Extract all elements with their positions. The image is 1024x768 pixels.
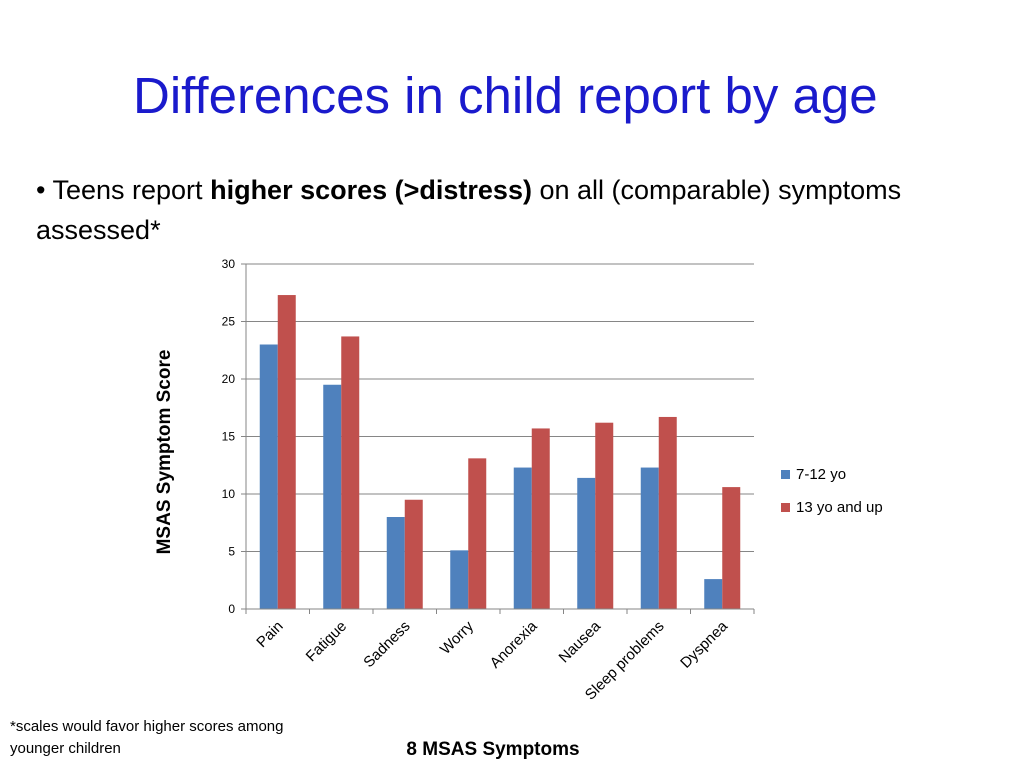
y-tick-label: 5	[228, 545, 235, 559]
y-tick-label: 30	[222, 257, 236, 271]
bar-teens	[404, 499, 423, 609]
y-tick-label: 10	[222, 487, 236, 501]
y-tick-label: 20	[222, 372, 236, 386]
y-tick-label: 15	[222, 430, 236, 444]
y-tick-label: 0	[228, 602, 235, 616]
gridlines	[246, 263, 754, 552]
bar-younger	[704, 579, 723, 609]
bullet-marker: •	[36, 175, 46, 205]
slide-title: Differences in child report by age	[133, 67, 878, 124]
bar-younger	[386, 517, 405, 609]
legend-label: 7-12 yo	[796, 466, 846, 483]
y-axis-label: MSAS Symptom Score	[154, 350, 175, 555]
footnote-line-1: *scales would favor higher scores among	[10, 718, 284, 735]
bar-teens	[341, 336, 360, 609]
x-tick-label: Worry	[437, 617, 477, 657]
x-tick-label: Pain	[253, 618, 286, 651]
x-tick-label: Nausea	[555, 617, 604, 666]
footnote: *scales would favor higher scores among …	[10, 716, 370, 760]
bar-younger	[640, 467, 659, 609]
bar-younger	[513, 467, 532, 609]
x-tick-label: Anorexia	[487, 617, 541, 671]
legend-label: 13 yo and up	[796, 499, 883, 516]
x-tick-label: Dyspnea	[677, 617, 731, 671]
bar-younger	[259, 344, 278, 609]
bullet-text: • Teens report higher scores (>distress)…	[36, 170, 996, 250]
bar-teens	[722, 487, 741, 609]
legend: 7-12 yo 13 yo and up	[781, 466, 883, 516]
bullet-suffix: on all (comparable) symptoms assessed*	[36, 175, 902, 245]
bar-younger	[450, 550, 469, 609]
bar-teens	[531, 428, 550, 609]
footnote-line-2: younger children	[10, 740, 121, 757]
legend-swatch	[781, 503, 790, 512]
bars	[259, 295, 741, 609]
bar-teens	[277, 295, 296, 609]
bar-teens	[595, 422, 614, 609]
legend-swatch	[781, 470, 790, 479]
x-tick-label: Sadness	[360, 618, 413, 671]
y-tick-label: 25	[222, 315, 236, 329]
x-tick-label: Fatigue	[303, 618, 350, 665]
x-axis-label: 8 MSAS Symptoms	[406, 739, 579, 760]
bullet-bold-text: higher scores (>distress)	[210, 175, 532, 205]
bar-younger	[323, 384, 342, 609]
bar-younger	[577, 477, 596, 609]
bullet-prefix: Teens report	[52, 175, 203, 205]
bar-teens	[658, 416, 677, 609]
bar-teens	[468, 458, 487, 609]
